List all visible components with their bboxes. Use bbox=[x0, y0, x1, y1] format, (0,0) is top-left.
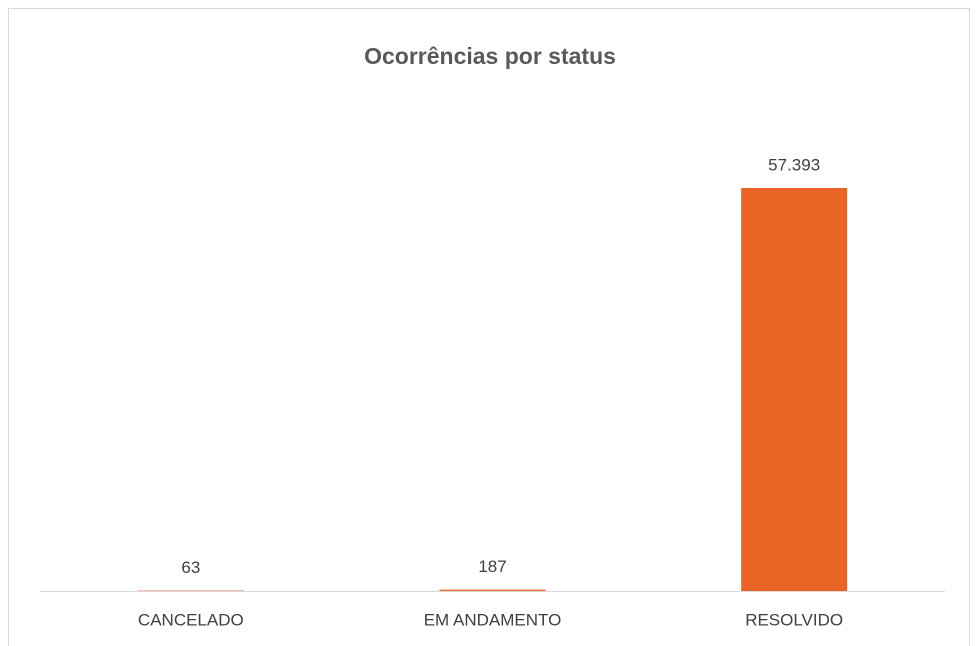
x-tick-label: EM ANDAMENTO bbox=[424, 610, 562, 629]
data-label: 63 bbox=[181, 558, 200, 577]
x-tick-label: RESOLVIDO bbox=[745, 610, 843, 629]
data-label: 187 bbox=[478, 557, 506, 576]
bar bbox=[741, 188, 848, 591]
chart-title: Ocorrências por status bbox=[364, 43, 616, 69]
bar bbox=[439, 589, 546, 591]
data-label: 57.393 bbox=[768, 155, 820, 174]
x-tick-label: CANCELADO bbox=[138, 610, 244, 629]
